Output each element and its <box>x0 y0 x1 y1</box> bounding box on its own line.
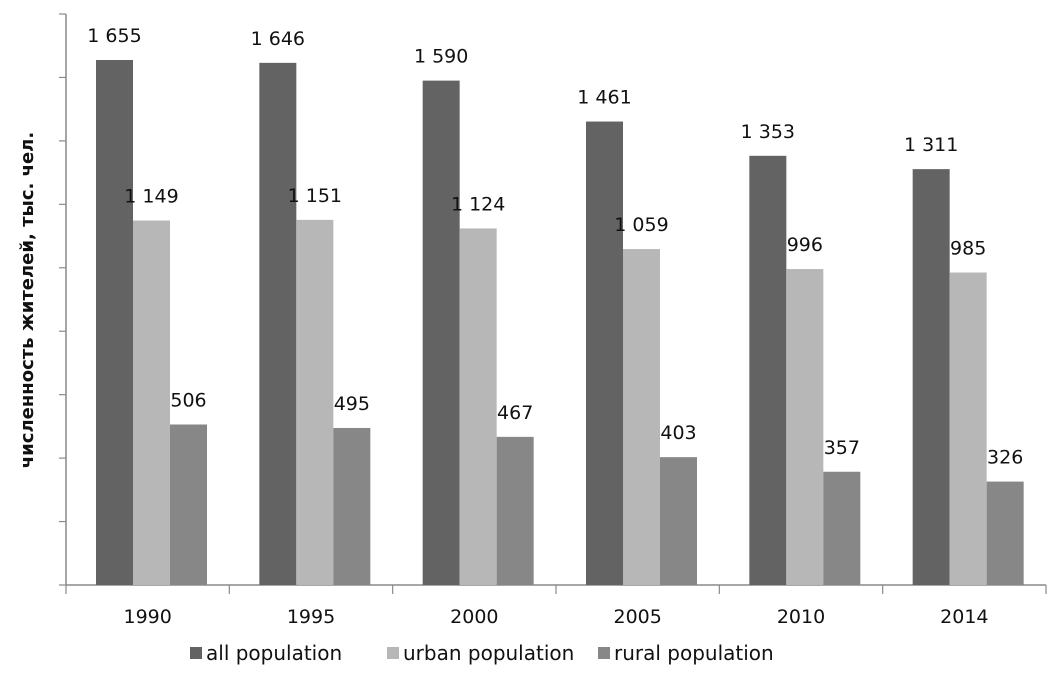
bar-all-population <box>259 62 297 585</box>
legend-swatch <box>598 647 610 659</box>
x-tick-label: 2014 <box>940 606 988 628</box>
x-tick-label: 1990 <box>123 606 171 628</box>
bar-all-population <box>749 155 787 585</box>
bar-rural-population <box>333 427 371 585</box>
bar-rural-population <box>496 436 534 585</box>
legend-swatch <box>387 647 399 659</box>
bar-series-group <box>96 59 1024 586</box>
x-tick-label: 2010 <box>777 606 825 628</box>
bar-all-population <box>912 169 950 585</box>
data-label: 403 <box>660 422 696 444</box>
data-label: 1 124 <box>451 193 505 215</box>
bar-rural-population <box>660 457 697 585</box>
y-axis-ticks <box>59 13 66 586</box>
data-label: 1 655 <box>87 25 141 47</box>
legend-label: rural population <box>614 641 774 665</box>
data-label: 357 <box>824 437 860 459</box>
legend-label: urban population <box>403 641 574 665</box>
data-label: 985 <box>950 238 986 260</box>
data-label: 1 311 <box>904 134 958 156</box>
bar-all-population <box>586 121 623 585</box>
data-label: 506 <box>170 389 206 411</box>
legend-swatch <box>190 647 202 659</box>
x-tick-label: 1995 <box>287 606 335 628</box>
legend: all population urban population rural popu… <box>190 641 774 665</box>
bar-all-population <box>422 80 460 585</box>
x-axis-ticks <box>65 585 1047 594</box>
data-label: 996 <box>787 234 823 256</box>
data-label: 1 646 <box>251 28 305 50</box>
bar-urban-population <box>296 219 334 585</box>
bar-urban-population <box>623 249 660 586</box>
data-label: 1 151 <box>288 185 342 207</box>
y-axis-label: численность жителей, тыс. чел. <box>17 132 38 468</box>
bar-rural-population <box>986 481 1024 585</box>
bar-urban-population <box>459 228 497 586</box>
data-label: 326 <box>987 447 1023 469</box>
data-label: 495 <box>334 393 370 415</box>
data-label: 1 059 <box>614 214 668 236</box>
x-tick-label: 2005 <box>613 606 661 628</box>
x-tick-labels-group: 1990 1995 2000 2005 2010 2014 <box>123 606 988 628</box>
data-label: 467 <box>497 402 533 424</box>
bar-rural-population <box>823 471 861 585</box>
data-label: 1 353 <box>741 121 795 143</box>
data-label: 1 590 <box>414 46 468 68</box>
x-tick-label: 2000 <box>450 606 498 628</box>
legend-label: all population <box>206 641 342 665</box>
bar-urban-population <box>949 272 987 585</box>
data-label: 1 149 <box>124 186 178 208</box>
value-labels-group: 1 655 1 149 506 1 646 1 151 495 1 590 1 124 467 1… <box>87 25 1023 469</box>
bar-rural-population <box>170 424 207 585</box>
bar-urban-population <box>786 269 824 585</box>
bar-urban-population <box>133 220 170 586</box>
bar-all-population <box>96 59 133 586</box>
data-label: 1 461 <box>577 87 631 109</box>
